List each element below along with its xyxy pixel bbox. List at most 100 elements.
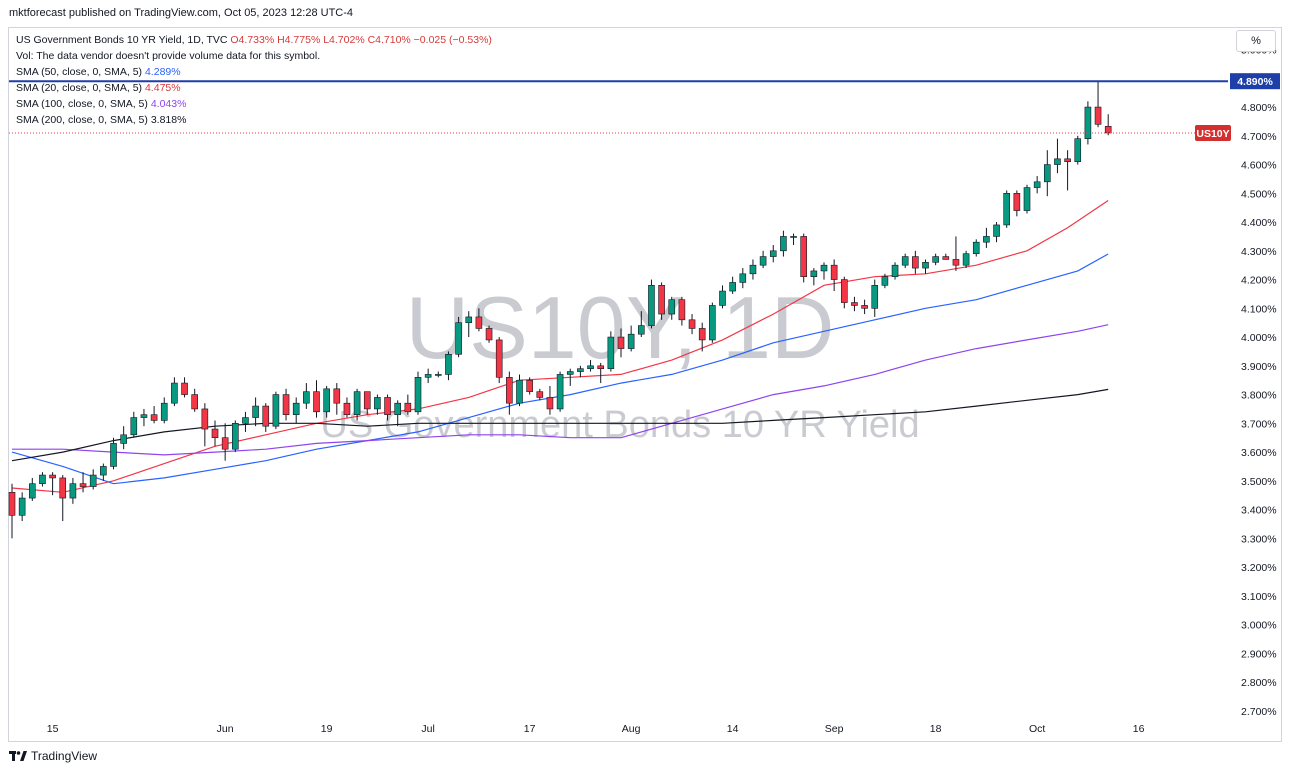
candle-body [709,305,716,341]
candle-body [719,290,726,306]
candle-87 [891,262,899,280]
candle-body [891,264,899,277]
candle-body [455,322,462,355]
price-tick-label: 2.700% [1241,706,1277,718]
sma-line-2 [12,324,1109,456]
candle-body [993,224,1000,237]
candle-body [262,405,270,427]
candle-body [678,299,686,321]
legend-sma20-label: SMA (20, close, 0, SMA, 5) [16,82,143,94]
candle-88 [901,253,909,269]
candle-body [292,402,300,415]
candle-20 [211,420,219,447]
candle-body [556,374,564,410]
candle-8 [89,469,97,490]
candle-75 [769,245,777,263]
candle-22 [232,420,239,453]
candle-body [810,270,818,277]
candle-body [69,483,77,499]
candle-body [232,423,239,450]
candle-body [780,236,787,252]
candle-body [790,236,797,238]
candle-body [881,276,889,286]
candle-52 [536,388,544,401]
candle-body [140,414,148,418]
candle-28 [292,397,300,424]
tradingview-logo-icon [9,751,27,761]
candle-102 [1044,150,1051,197]
price-tick-label: 3.400% [1241,505,1277,517]
candle-45 [465,311,473,338]
candle-66 [678,296,686,326]
price-tick-label: 3.100% [1241,591,1277,603]
candle-body [861,305,868,309]
candle-68 [698,322,706,352]
symbol-tag-bg [1195,124,1231,141]
candle-body [546,397,554,410]
percent-scale-button[interactable]: % [1236,30,1276,52]
horizontal-level-label: 4.890% [1237,76,1273,88]
legend-sma200-label: SMA (200, close, 0, SMA, 5) [16,114,148,126]
horizontal-level-label-bg [1230,73,1280,90]
candle-44 [455,316,462,358]
candle-body [434,374,442,376]
candle-body [983,236,990,243]
legend-sma100-value: 4.043% [150,98,187,110]
time-tick-label: 15 [47,723,59,735]
candle-12 [130,411,138,438]
candle-body [830,264,838,280]
candle-32 [333,383,341,415]
price-tick-label: 4.600% [1241,160,1277,172]
candle-body [171,382,178,404]
candle-body [962,253,970,266]
time-tick-label: 19 [321,723,333,735]
price-tick-label: 4.400% [1241,217,1277,229]
price-tick-label: 4.300% [1241,246,1277,258]
candle-body [404,402,412,413]
price-tick-label: 4.000% [1241,332,1277,344]
candle-body [901,256,909,266]
candle-61 [627,325,635,352]
candle-34 [353,388,361,421]
candle-106 [1084,101,1092,145]
candle-body [698,328,706,341]
candle-82 [840,276,848,309]
price-tick-label: 4.500% [1241,188,1277,200]
candle-body [303,391,310,404]
candle-body [323,388,330,413]
candle-73 [749,259,757,280]
candle-body [100,466,107,476]
candle-48 [495,337,503,384]
time-tick-label: 18 [930,723,942,735]
legend-volume: Vol: The data vendor doesn't provide vol… [16,50,321,62]
candle-31 [323,385,330,418]
time-tick-label: 17 [524,723,536,735]
candle-body [851,302,858,306]
footer-brand[interactable]: TradingView [9,749,97,763]
candle-107 [1094,81,1102,128]
candle-29 [303,383,310,409]
candle-body [465,316,473,323]
candle-body [1054,158,1061,165]
candle-body [922,262,929,269]
watermark-symbol: US10Y, 1D [406,278,835,377]
candle-body [597,365,605,369]
candle-body [424,374,432,378]
price-tick-label: 3.700% [1241,418,1277,430]
candle-53 [546,385,554,415]
candle-57 [587,360,594,372]
candle-98 [1003,190,1011,228]
candle-103 [1054,138,1061,174]
price-tick-label: 2.800% [1241,677,1277,689]
candle-86 [881,273,889,289]
candle-6 [69,477,77,504]
candle-body [1094,106,1102,125]
candle-body [1003,193,1011,226]
candle-99 [1013,190,1021,217]
candle-104 [1064,150,1071,191]
candle-30 [313,380,320,418]
candle-body [627,333,635,349]
candle-95 [972,239,980,257]
candle-body [211,428,219,438]
